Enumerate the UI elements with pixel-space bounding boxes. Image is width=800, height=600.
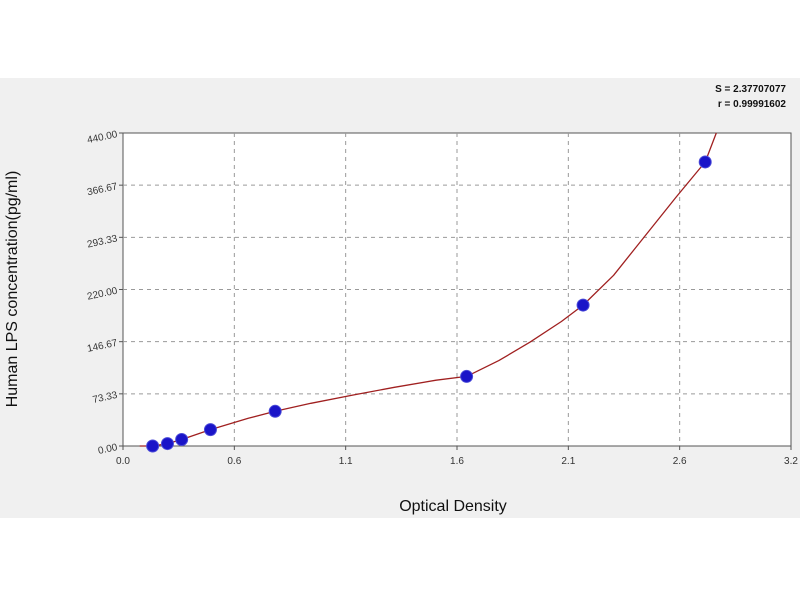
axes bbox=[119, 132, 792, 450]
data-point bbox=[146, 439, 160, 453]
x-tick-label: 1.6 bbox=[450, 456, 464, 467]
x-tick-label: 0.0 bbox=[116, 456, 130, 467]
y-tick-label: 293.33 bbox=[86, 233, 119, 250]
y-tick-label: 366.67 bbox=[86, 181, 119, 198]
chart: 0.0 0.6 1.1 1.6 2.1 2.6 3.2 0.00 73.33 146.67 220… bbox=[4, 84, 798, 515]
y-axis-title: Human LPS concentration(pg/ml) bbox=[4, 171, 21, 408]
data-point bbox=[698, 155, 712, 169]
y-tick-label: 73.33 bbox=[92, 390, 119, 406]
fit-curve bbox=[139, 132, 717, 447]
y-tick-label: 440.00 bbox=[86, 129, 119, 146]
x-tick-label: 3.2 bbox=[784, 456, 798, 467]
data-point bbox=[203, 423, 217, 437]
x-tick-labels: 0.0 0.6 1.1 1.6 2.1 2.6 3.2 bbox=[116, 456, 798, 467]
data-point bbox=[460, 369, 474, 383]
x-tick-label: 0.6 bbox=[227, 456, 241, 467]
stat-r-value: r = 0.99991602 bbox=[718, 99, 787, 110]
y-tick-labels: 0.00 73.33 146.67 220.00 293.33 366.67 440.00 bbox=[86, 129, 119, 457]
x-tick-label: 2.6 bbox=[673, 456, 687, 467]
fit-curve-group bbox=[139, 132, 717, 447]
figure-panel: 0.0 0.6 1.1 1.6 2.1 2.6 3.2 0.00 73.33 146.67 220… bbox=[0, 78, 800, 518]
x-tick-label: 2.1 bbox=[561, 456, 575, 467]
x-tick-label: 1.1 bbox=[339, 456, 353, 467]
y-tick-label: 0.00 bbox=[97, 442, 119, 457]
data-point bbox=[576, 298, 590, 312]
data-points bbox=[146, 155, 712, 453]
data-point bbox=[175, 433, 189, 447]
y-tick-label: 220.00 bbox=[86, 285, 119, 302]
data-point bbox=[268, 404, 282, 418]
x-axis-title: Optical Density bbox=[399, 498, 507, 515]
data-point bbox=[160, 437, 174, 451]
stat-s-value: S = 2.37707077 bbox=[715, 84, 786, 95]
y-tick-label: 146.67 bbox=[86, 338, 119, 355]
plot-area bbox=[122, 132, 792, 447]
